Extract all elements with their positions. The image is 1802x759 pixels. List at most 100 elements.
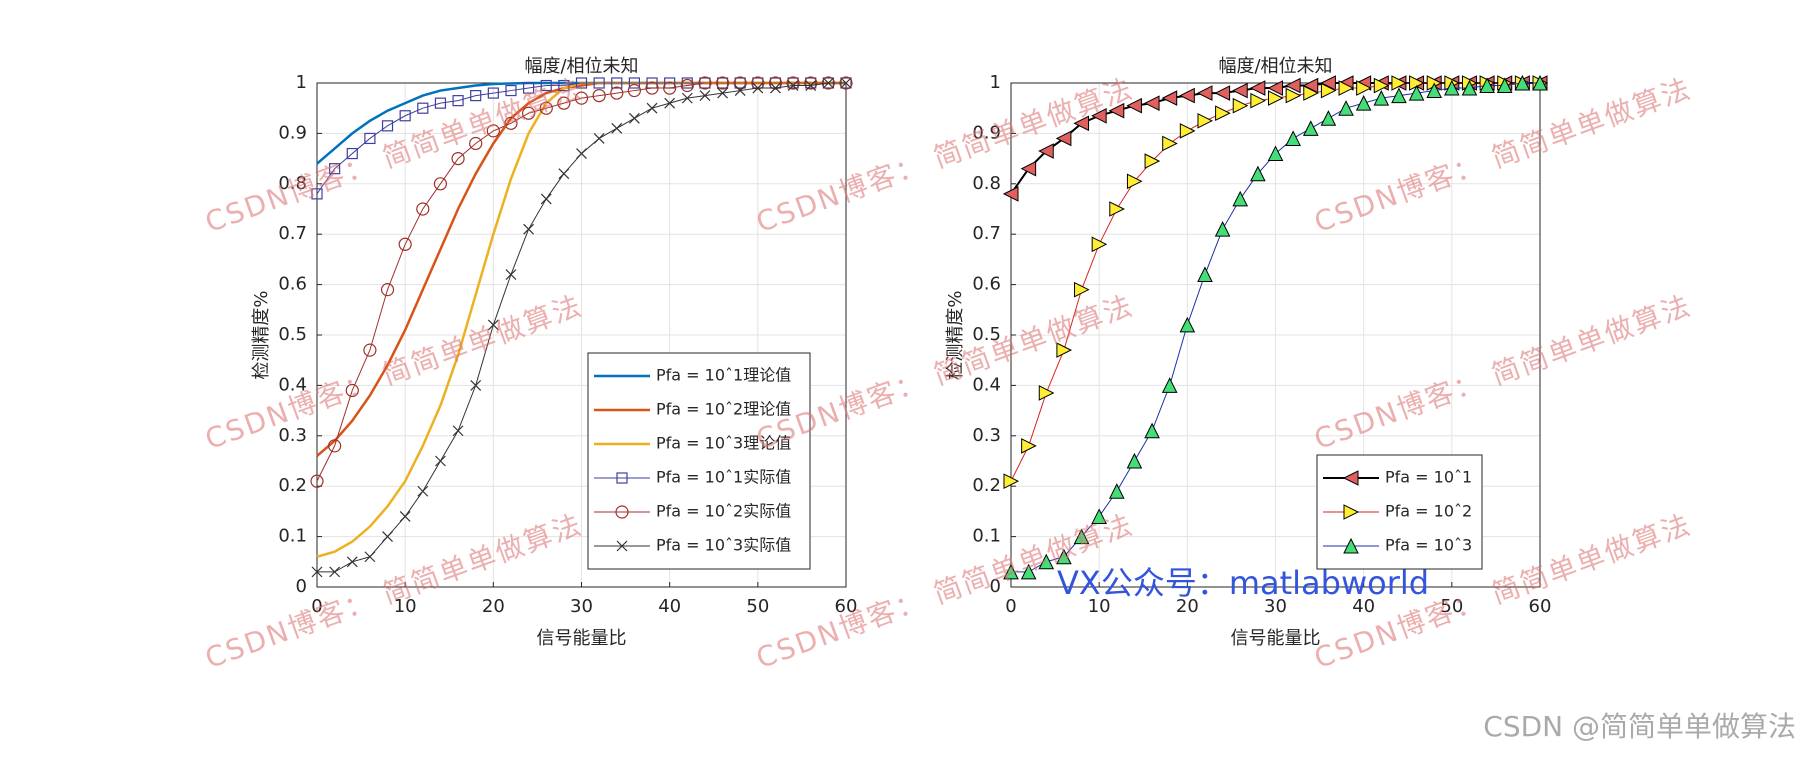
marker [645,81,659,95]
axes-box [1010,82,1541,588]
marker [558,168,570,180]
marker [1461,79,1478,96]
marker [1250,165,1266,182]
data-line [316,82,846,482]
marker [346,556,358,568]
x-tick-label: 30 [1264,596,1287,617]
marker [1214,85,1231,101]
y-tick-label: 1 [990,72,1001,93]
y-tick-label: 0.5 [278,324,307,345]
y-tick-label: 1 [296,72,307,93]
marker [1426,82,1443,99]
marker [1215,105,1231,122]
marker [698,76,712,90]
legend-label: Pfa = 10ˆ2理论值 [656,400,791,419]
y-tick-label: 0.4 [278,374,307,395]
x-tick-label: 0 [1005,596,1016,617]
marker [1320,110,1337,126]
marker [1126,173,1143,190]
marker [1285,87,1302,104]
x-tick-label: 40 [658,596,681,617]
marker [346,147,358,160]
marker [611,77,623,89]
y-axis-label: 检测精度% [945,290,966,379]
x-tick-label: 10 [1088,596,1111,617]
marker [469,136,483,151]
marker [1197,112,1214,129]
marker [328,439,342,453]
marker [539,101,553,115]
y-tick-label: 0.1 [972,526,1001,547]
marker [664,97,676,109]
marker [452,95,464,107]
marker [1320,75,1336,91]
marker [1514,74,1531,91]
y-tick-label: 0.6 [278,274,307,295]
y-axis-label: 检测精度% [251,290,272,379]
marker [663,81,677,95]
marker [1055,130,1072,147]
marker [1343,504,1360,520]
marker [540,193,552,205]
x-tick-label: 20 [1176,596,1199,617]
marker [1109,201,1125,217]
marker [1073,115,1090,132]
marker [1196,85,1213,101]
marker [1285,130,1301,146]
marker [486,124,500,138]
marker [734,85,746,96]
marker [680,78,694,93]
marker [575,77,588,89]
marker [840,77,852,89]
marker [399,110,411,122]
marker [345,383,359,398]
marker [470,89,482,102]
marker [1108,483,1125,499]
y-tick-label: 0.8 [972,173,1001,194]
y-tick-label: 0.3 [972,425,1001,446]
legend-label: Pfa = 10ˆ1实际值 [656,468,791,487]
marker [505,269,517,280]
marker [615,505,629,519]
marker [699,90,711,102]
marker [770,82,781,94]
marker [434,97,447,109]
marker [1479,77,1495,94]
marker [1144,422,1160,439]
marker [1496,77,1513,94]
marker [1232,97,1249,114]
marker [1302,77,1319,94]
marker [1002,186,1019,202]
chart-title: 幅度/相位未知 [1218,56,1332,77]
credit: CSDN @简简单单做算法 [1483,710,1796,743]
marker [329,163,341,175]
marker [1108,102,1125,119]
marker [364,132,376,145]
marker [1303,85,1319,101]
marker [1232,82,1248,99]
marker [1408,84,1425,101]
marker [1126,97,1142,114]
marker [364,551,376,563]
marker [1532,74,1548,91]
legend-label: Pfa = 10ˆ3理论值 [656,434,791,453]
marker [1020,160,1037,177]
marker [1179,87,1195,104]
y-tick-label: 0.7 [278,223,307,244]
marker [558,79,570,92]
marker [504,116,518,130]
marker [416,202,430,216]
marker [1091,107,1107,124]
marker [1126,452,1143,469]
x-tick-label: 0 [311,596,322,617]
marker [1091,236,1108,253]
marker [470,379,482,391]
x-axis-label: 信号能量比 [1231,628,1321,649]
marker [1021,438,1037,454]
marker [1161,377,1178,393]
marker [611,122,623,134]
marker [787,80,799,91]
marker [1250,92,1266,109]
marker [1391,87,1407,104]
marker [1391,75,1408,91]
